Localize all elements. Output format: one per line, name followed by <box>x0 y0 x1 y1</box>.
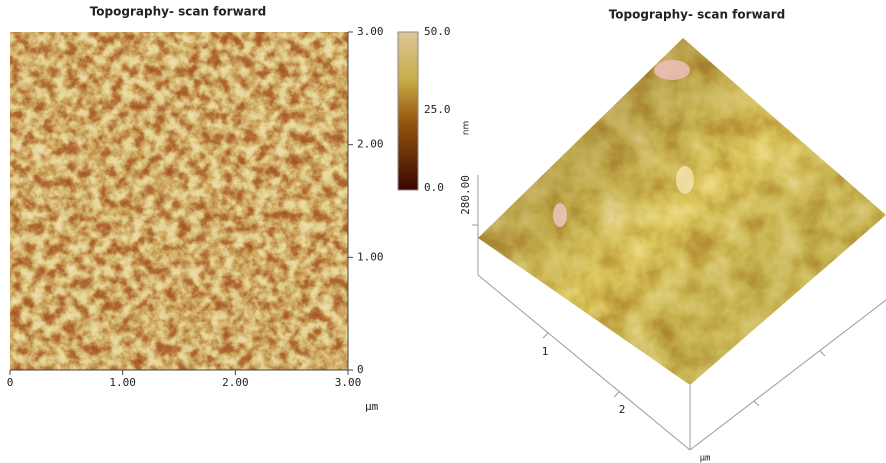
colorbar-label: 25.0 <box>424 103 451 116</box>
colorbar-label: 50.0 <box>424 25 451 38</box>
x-tick-label: 2.00 <box>222 376 249 389</box>
axis-tick-label: 1 <box>542 345 549 358</box>
topography-image <box>10 32 348 370</box>
title: Topography- scan forward <box>90 5 267 19</box>
x-unit: µm <box>365 400 379 413</box>
z-unit: nm <box>462 121 472 135</box>
surface <box>478 38 886 385</box>
y-tick-label: 3.00 <box>357 25 384 38</box>
y-tick-label: 1.00 <box>357 250 384 263</box>
x-tick-label: 0 <box>7 376 14 389</box>
x-tick-label: 1.00 <box>109 376 136 389</box>
left-panel: Topography- scan forward µm <box>10 5 419 413</box>
colorbar <box>397 31 419 191</box>
z-tick: 280.00 <box>459 175 472 215</box>
title: Topography- scan forward <box>609 8 786 22</box>
y-tick-label: 2.00 <box>357 138 384 151</box>
right-panel: Topography- scan forward nm 280.00 µm <box>459 8 886 463</box>
axis-unit: µm <box>700 454 711 463</box>
axis-tick-label: 2 <box>619 403 626 416</box>
colorbar-label: 0.0 <box>424 181 444 194</box>
y-tick-label: 0 <box>357 363 364 376</box>
x-tick-label: 3.00 <box>335 376 362 389</box>
